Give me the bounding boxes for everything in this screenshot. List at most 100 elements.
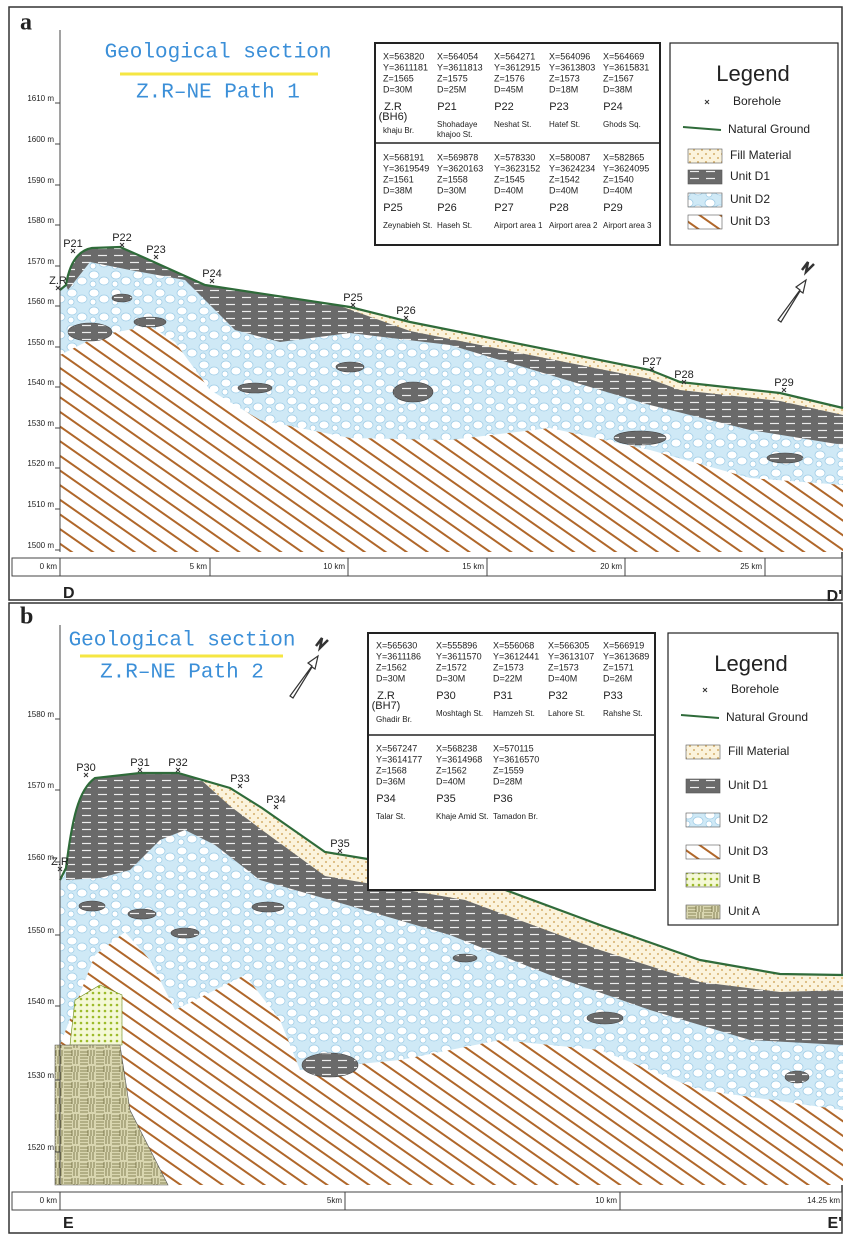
legend-symbol xyxy=(688,193,722,207)
elevation-label: 1530 m xyxy=(27,419,54,428)
point-label: Z.R xyxy=(49,275,67,287)
section-subtitle: Z.R–NE Path 1 xyxy=(136,82,300,105)
borehole-coord: D=36M xyxy=(376,776,405,786)
borehole-coord: X=582865 xyxy=(603,152,644,162)
borehole-coord: D=25M xyxy=(437,84,466,94)
borehole-coord: D=30M xyxy=(383,84,412,94)
borehole-coord: Z=1572 xyxy=(436,662,467,672)
borehole-coord: Y=3613689 xyxy=(603,651,649,661)
borehole-coord: X=564096 xyxy=(549,51,590,61)
borehole-coord: D=30M xyxy=(376,673,405,683)
borehole-coord: X=570115 xyxy=(493,743,534,753)
distance-label: 0 km xyxy=(40,1196,58,1205)
section-end: E' xyxy=(828,1215,842,1232)
borehole-name: (BH6) xyxy=(379,111,408,123)
elevation-label: 1540 m xyxy=(27,997,54,1006)
borehole-street: Ghadir Br. xyxy=(376,715,412,724)
legend-label: Borehole xyxy=(731,682,779,696)
borehole-coord: Z=1542 xyxy=(549,174,580,184)
point-label: P32 xyxy=(168,757,188,769)
borehole-coord: Y=3613107 xyxy=(548,651,594,661)
page: aGeological sectionZ.R–NE Path 11610 m16… xyxy=(0,0,847,1237)
point-label: P34 xyxy=(266,794,286,806)
section-title: Geological section xyxy=(105,42,332,65)
borehole-coord: D=18M xyxy=(549,84,578,94)
borehole-coord: Z=1568 xyxy=(376,765,407,775)
borehole-coord: X=564669 xyxy=(603,51,644,61)
distance-bar xyxy=(12,1192,842,1210)
borehole-coord: Z=1567 xyxy=(603,73,634,83)
legend-title: Legend xyxy=(714,651,787,676)
borehole-coord: X=555896 xyxy=(436,640,477,650)
borehole-name: P32 xyxy=(548,690,568,702)
borehole-name: P21 xyxy=(437,101,457,113)
point-label: P33 xyxy=(230,773,250,785)
borehole-street: Talar St. xyxy=(376,812,405,821)
borehole-name: P31 xyxy=(493,690,513,702)
borehole-coord: Y=3614177 xyxy=(376,754,422,764)
borehole-name: P35 xyxy=(436,793,456,805)
borehole-street: Haseh St. xyxy=(437,221,472,230)
borehole-coord: D=22M xyxy=(493,673,522,683)
borehole-coord: Y=3611813 xyxy=(437,62,483,72)
borehole-street: Lahore St. xyxy=(548,709,585,718)
borehole-street: Tamadon Br. xyxy=(493,812,538,821)
borehole-street: Hatef St. xyxy=(549,120,580,129)
borehole-coord: Y=3612915 xyxy=(494,62,540,72)
borehole-street: khaju Br. xyxy=(383,126,414,135)
borehole-name: P26 xyxy=(437,202,457,214)
point-label: P28 xyxy=(674,369,694,381)
borehole-name: P25 xyxy=(383,202,403,214)
distance-label: 14.25 km xyxy=(807,1196,840,1205)
borehole-coord: Y=3611186 xyxy=(376,651,421,661)
legend-symbol xyxy=(686,813,720,827)
point-label: P24 xyxy=(202,268,222,280)
section-end: D xyxy=(63,585,75,602)
distance-label: 5 km xyxy=(190,562,208,571)
borehole-street: Hamzeh St. xyxy=(493,709,535,718)
point-label: P21 xyxy=(63,238,83,250)
point-label: P30 xyxy=(76,762,96,774)
legend-symbol xyxy=(686,905,720,919)
elevation-label: 1500 m xyxy=(27,541,54,550)
borehole-name: P28 xyxy=(549,202,569,214)
elevation-label: 1570 m xyxy=(27,781,54,790)
elevation-label: 1530 m xyxy=(27,1071,54,1080)
section-end: E xyxy=(63,1215,74,1232)
borehole-coord: X=578330 xyxy=(494,152,535,162)
borehole-coord: D=40M xyxy=(548,673,577,683)
borehole-name: P30 xyxy=(436,690,456,702)
distance-label: 25 km xyxy=(740,562,762,571)
borehole-coord: Z=1573 xyxy=(548,662,579,672)
elevation-label: 1590 m xyxy=(27,176,54,185)
distance-label: 20 km xyxy=(600,562,622,571)
borehole-coord: D=45M xyxy=(494,84,523,94)
borehole-coord: Y=3612441 xyxy=(493,651,539,661)
borehole-coord: Y=3611570 xyxy=(436,651,482,661)
distance-label: 5km xyxy=(327,1196,342,1205)
figure: aGeological sectionZ.R–NE Path 11610 m16… xyxy=(0,0,847,1237)
borehole-street: Shohadaye xyxy=(437,120,478,129)
borehole-name: P22 xyxy=(494,101,514,113)
legend-label: Fill Material xyxy=(730,148,791,162)
borehole-coord: Z=1540 xyxy=(603,174,634,184)
point-label: P27 xyxy=(642,356,662,368)
borehole-name: P29 xyxy=(603,202,623,214)
borehole-coord: X=566305 xyxy=(548,640,589,650)
legend-symbol xyxy=(686,745,720,759)
borehole-coord: X=564271 xyxy=(494,51,535,61)
legend-label: Unit D1 xyxy=(728,778,768,792)
elevation-label: 1580 m xyxy=(27,216,54,225)
borehole-name: P23 xyxy=(549,101,569,113)
borehole-coord: X=564054 xyxy=(437,51,478,61)
distance-label: 10 km xyxy=(595,1196,617,1205)
legend-label: Natural Ground xyxy=(726,710,808,724)
elevation-label: 1610 m xyxy=(27,94,54,103)
legend-symbol xyxy=(688,149,722,163)
distance-label: 0 km xyxy=(40,562,58,571)
borehole-coord: D=40M xyxy=(603,185,632,195)
legend-label: Unit D3 xyxy=(730,214,770,228)
borehole-coord: X=568238 xyxy=(436,743,477,753)
elevation-label: 1520 m xyxy=(27,459,54,468)
point-label: P25 xyxy=(343,292,363,304)
